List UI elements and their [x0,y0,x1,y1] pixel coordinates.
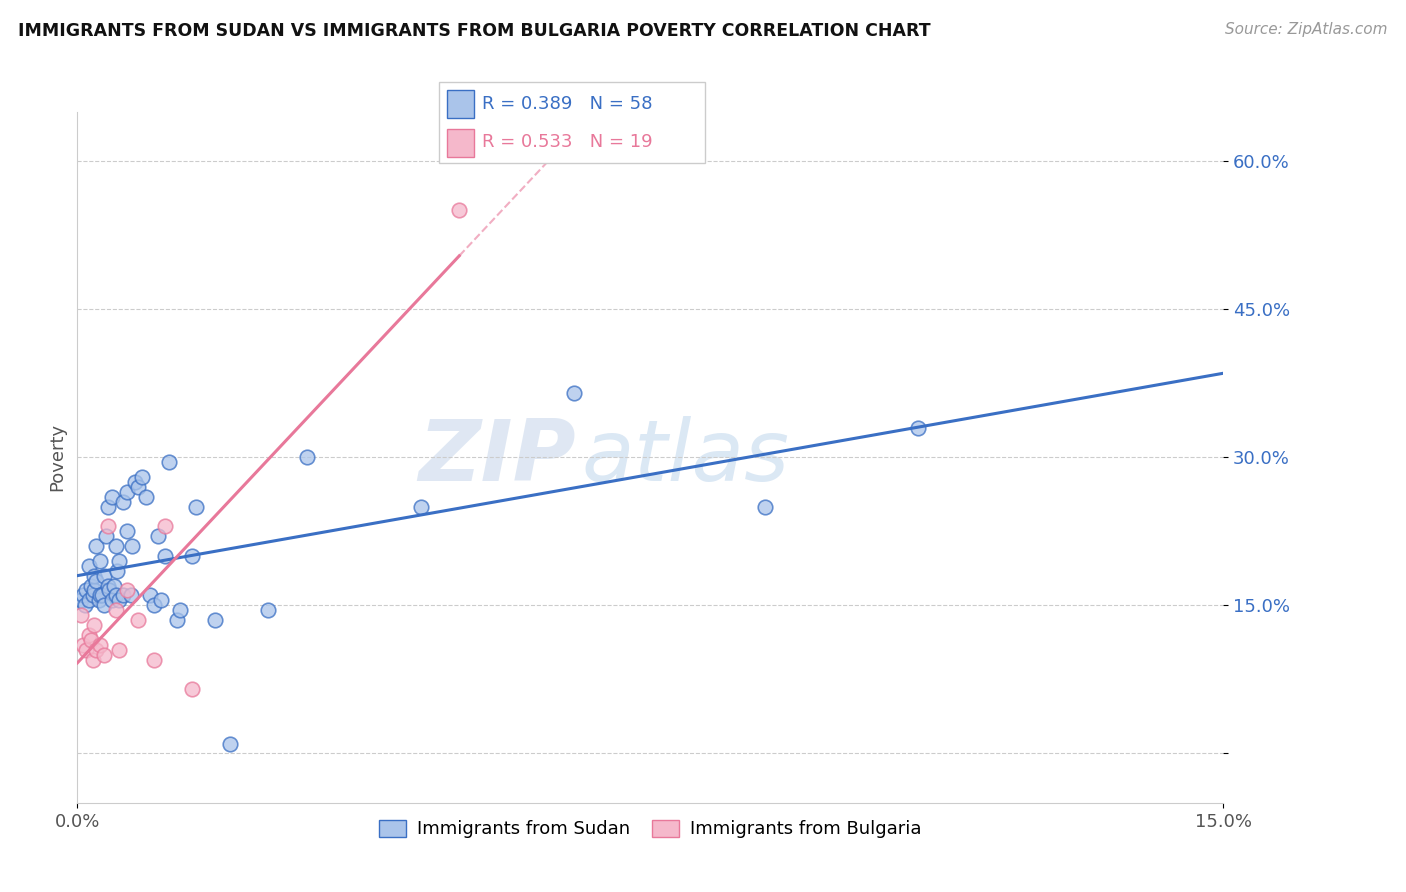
Point [86,574,108,588]
Point [108,593,131,607]
Point [77,593,100,607]
Point [82,652,104,666]
Point [96,529,118,543]
Point [83,568,105,582]
Y-axis label: Poverty: Poverty [48,423,66,491]
Point [89,589,111,603]
Point [83,618,105,632]
Point [150,593,173,607]
Point [754,500,776,514]
Text: IMMIGRANTS FROM SUDAN VS IMMIGRANTS FROM BULGARIA POVERTY CORRELATION CHART: IMMIGRANTS FROM SUDAN VS IMMIGRANTS FROM… [18,22,931,40]
Point [93,568,115,582]
Point [77,558,100,573]
Point [82,589,104,603]
Point [70,608,93,623]
Point [135,490,157,504]
Point [153,519,176,533]
Text: atlas: atlas [582,416,790,499]
Legend: Immigrants from Sudan, Immigrants from Bulgaria: Immigrants from Sudan, Immigrants from B… [373,813,928,846]
Point [157,455,180,469]
Point [184,500,207,514]
Point [142,652,165,666]
Point [219,737,242,751]
Point [257,603,280,617]
Point [80,632,103,647]
Point [72,589,94,603]
Point [295,450,318,464]
Point [105,564,128,578]
Point [115,583,138,598]
FancyBboxPatch shape [447,128,474,157]
Point [98,583,121,598]
Point [180,549,202,563]
FancyBboxPatch shape [447,89,474,118]
Point [93,599,115,613]
Point [90,589,112,603]
Point [93,648,115,662]
Point [97,519,120,533]
Point [97,578,120,592]
Text: R = 0.533   N = 19: R = 0.533 N = 19 [482,133,654,151]
Point [108,554,131,568]
Point [166,613,188,627]
Point [104,539,127,553]
Point [97,500,120,514]
Point [70,593,93,607]
Point [100,593,122,607]
Point [108,642,131,657]
Point [146,529,169,543]
Point [83,583,105,598]
Point [86,642,108,657]
Point [89,554,111,568]
Text: Source: ZipAtlas.com: Source: ZipAtlas.com [1225,22,1388,37]
Text: R = 0.389   N = 58: R = 0.389 N = 58 [482,95,652,112]
Point [907,420,929,434]
Point [87,593,110,607]
Point [76,583,98,598]
Point [449,203,471,218]
Point [204,613,226,627]
Point [73,599,96,613]
Text: ZIP: ZIP [418,416,576,499]
Point [127,613,149,627]
Point [103,578,125,592]
Point [124,475,146,489]
Point [127,480,149,494]
Point [112,494,135,508]
Point [120,589,142,603]
Point [76,642,98,657]
Point [180,682,202,697]
Point [121,539,143,553]
Point [100,490,122,504]
Point [142,599,165,613]
Point [86,539,108,553]
Point [411,500,433,514]
Point [139,589,162,603]
FancyBboxPatch shape [439,82,704,163]
Point [115,524,138,539]
Point [104,603,127,617]
Point [89,638,111,652]
Point [562,386,585,401]
Point [131,470,153,484]
Point [72,638,94,652]
Point [169,603,191,617]
Point [80,578,103,592]
Point [104,589,127,603]
Point [153,549,176,563]
Point [112,589,135,603]
Point [115,484,138,499]
Point [77,628,100,642]
